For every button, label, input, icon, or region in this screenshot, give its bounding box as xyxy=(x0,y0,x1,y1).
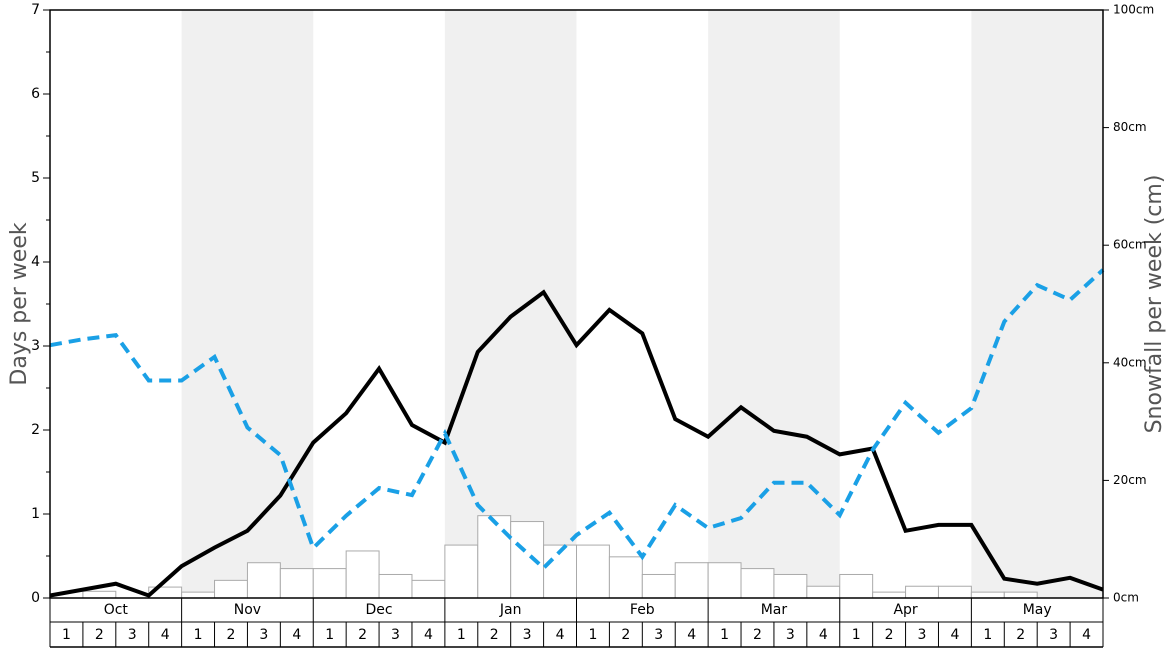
week-label: 2 xyxy=(95,627,104,643)
y2-tick-label: 0cm xyxy=(1113,591,1139,605)
y2-tick-label: 100cm xyxy=(1113,3,1154,17)
week-label: 4 xyxy=(1082,627,1091,643)
y2-tick-label: 60cm xyxy=(1113,238,1147,252)
month-shade xyxy=(708,10,840,598)
y-tick-label: 3 xyxy=(31,338,40,354)
bar xyxy=(82,590,117,599)
week-label: 3 xyxy=(259,627,268,643)
week-label: 4 xyxy=(292,627,301,643)
week-label: 1 xyxy=(588,627,597,643)
week-label: 2 xyxy=(227,627,236,643)
y-axis-label: Days per week xyxy=(7,222,32,385)
bar xyxy=(1003,591,1038,599)
bar xyxy=(674,562,709,599)
bar xyxy=(641,573,676,599)
week-label: 1 xyxy=(325,627,334,643)
week-label: 2 xyxy=(1016,627,1025,643)
week-label: 4 xyxy=(161,627,170,643)
bar xyxy=(214,579,248,599)
week-label: 1 xyxy=(457,627,466,643)
bar xyxy=(510,521,545,599)
month-label: May xyxy=(1023,602,1052,618)
week-label: 4 xyxy=(819,627,828,643)
week-label: 3 xyxy=(523,627,532,643)
week-label: 3 xyxy=(654,627,663,643)
month-label: Apr xyxy=(893,602,917,618)
week-label: 4 xyxy=(950,627,959,643)
bar xyxy=(937,585,972,599)
y2-tick-label: 20cm xyxy=(1113,473,1147,487)
week-label: 4 xyxy=(424,627,433,643)
week-label: 3 xyxy=(1049,627,1058,643)
bar xyxy=(806,585,841,599)
bar xyxy=(773,573,808,599)
week-label: 4 xyxy=(687,627,696,643)
week-label: 2 xyxy=(885,627,894,643)
y-tick-label: 4 xyxy=(31,254,40,270)
bar xyxy=(312,568,347,599)
week-label: 2 xyxy=(490,627,499,643)
bar xyxy=(477,515,512,599)
bar xyxy=(411,579,446,599)
week-label: 3 xyxy=(918,627,927,643)
bar xyxy=(707,562,742,599)
background xyxy=(181,10,1103,598)
bar xyxy=(970,591,1005,599)
month-label: Oct xyxy=(104,602,129,618)
month-shade xyxy=(971,10,1103,598)
week-label: 3 xyxy=(391,627,400,643)
y-tick-label: 7 xyxy=(31,2,40,18)
bar xyxy=(378,573,413,599)
bar xyxy=(246,562,281,599)
bar xyxy=(872,591,907,599)
week-label: 1 xyxy=(852,627,861,643)
week-label: 3 xyxy=(128,627,137,643)
bar xyxy=(279,568,314,599)
y2-tick-label: 40cm xyxy=(1113,355,1147,369)
month-label: Dec xyxy=(366,602,393,618)
y-tick-label: 1 xyxy=(31,506,40,522)
data-line xyxy=(49,289,1104,598)
month-shade xyxy=(181,10,314,598)
month-label: Feb xyxy=(630,602,655,618)
bar xyxy=(444,544,479,599)
y-tick-label: 0 xyxy=(31,590,40,606)
data-line xyxy=(49,268,1105,571)
bar xyxy=(608,556,643,599)
month-label: Jan xyxy=(499,602,522,618)
bar xyxy=(905,585,939,599)
week-label: 2 xyxy=(753,627,762,643)
month-label: Nov xyxy=(234,602,261,618)
month-shade xyxy=(444,10,577,598)
bar xyxy=(740,568,775,599)
week-label: 1 xyxy=(62,627,71,643)
bar xyxy=(576,544,610,599)
bar xyxy=(181,591,216,599)
week-label: 3 xyxy=(786,627,795,643)
week-label: 2 xyxy=(358,627,367,643)
week-label: 1 xyxy=(983,627,992,643)
y-tick-label: 6 xyxy=(31,86,40,102)
y2-tick-label: 80cm xyxy=(1113,120,1147,134)
bar xyxy=(839,573,874,599)
week-label: 4 xyxy=(556,627,565,643)
week-label: 1 xyxy=(720,627,729,643)
week-label: 2 xyxy=(621,627,630,643)
bar xyxy=(345,550,380,599)
y2-axis-label: Snowfall per week (cm) xyxy=(1142,175,1167,434)
month-label: Mar xyxy=(761,602,788,618)
y-tick-label: 2 xyxy=(31,422,40,438)
y-tick-label: 5 xyxy=(31,170,40,186)
week-label: 1 xyxy=(194,627,203,643)
